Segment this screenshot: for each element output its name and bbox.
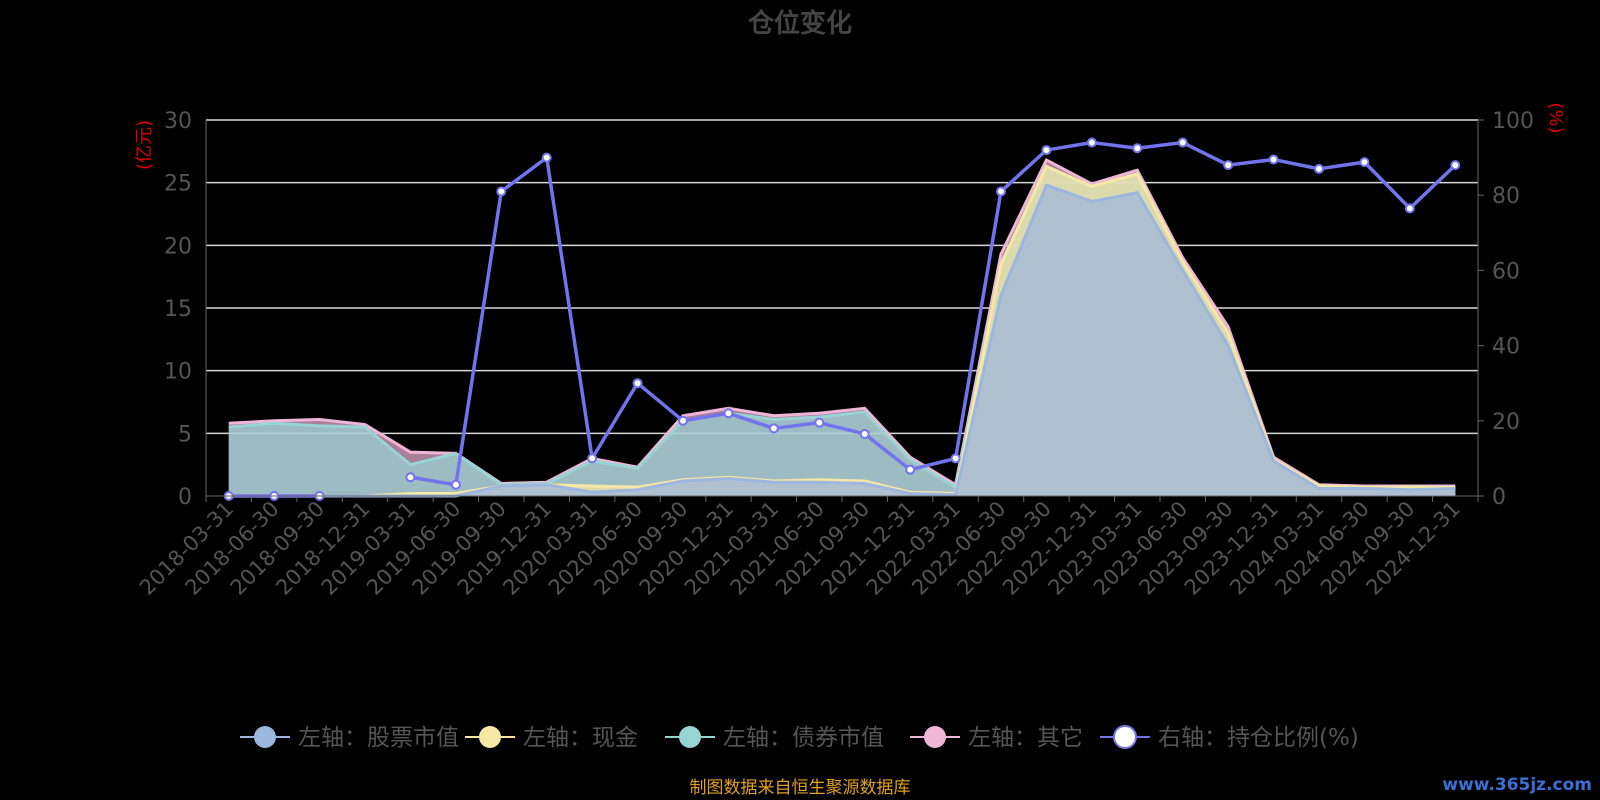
ratio-point [814, 417, 825, 428]
area-0 [228, 185, 1456, 496]
legend[interactable]: 左轴：股票市值 左轴：现金 左轴：债券市值 左轴：其它 右轴：持仓比例(%) [240, 725, 1359, 751]
y-right-tick-label: 0 [1492, 485, 1506, 510]
ratio-point [1086, 137, 1097, 148]
ratio-point [587, 453, 598, 464]
ratio-point [1314, 163, 1324, 174]
ratio-point [450, 479, 461, 490]
ratio-point [1177, 137, 1188, 148]
y-right-tick-label: 40 [1492, 335, 1520, 360]
legend-label: 右轴：持仓比例(%) [1158, 725, 1359, 751]
ratio-point [723, 408, 734, 419]
ratio-point [859, 428, 870, 439]
ratio-point [632, 378, 643, 389]
y-left-tick-label: 10 [164, 360, 192, 385]
legend-label: 左轴：股票市值 [298, 725, 459, 751]
grid-lines [206, 119, 1478, 435]
legend-label: 左轴：现金 [523, 725, 638, 751]
legend-marker [924, 726, 946, 748]
ratio-point [996, 186, 1006, 197]
y-right-tick-label: 100 [1492, 109, 1534, 134]
ratio-point [950, 453, 961, 464]
legend-item-0[interactable]: 左轴：股票市值 [240, 725, 459, 751]
ratio-point [1404, 203, 1415, 214]
y-left-tick-label: 15 [164, 297, 192, 322]
ratio-point [905, 464, 916, 475]
ratio-point [496, 186, 507, 197]
y-right-tick-label: 60 [1492, 259, 1520, 284]
ratio-point [405, 472, 416, 483]
legend-label: 左轴：债券市值 [723, 725, 884, 751]
legend-marker [1113, 725, 1137, 749]
ratio-point [1450, 160, 1461, 171]
legend-marker [479, 726, 501, 748]
legend-item-3[interactable]: 左轴：其它 [910, 725, 1083, 751]
watermark: www.365jz.com [1442, 775, 1592, 795]
y-left-tick-label: 20 [164, 234, 192, 259]
right-axis-unit: (%) [1545, 102, 1566, 133]
ratio-point [1223, 160, 1234, 171]
left-axis-unit: (亿元) [134, 120, 155, 170]
legend-item-4[interactable]: 右轴：持仓比例(%) [1100, 725, 1359, 751]
y-left-tick-label: 25 [164, 172, 192, 197]
ratio-point [678, 415, 688, 426]
source-note: 制图数据来自恒生聚源数据库 [690, 778, 911, 798]
y-left-tick-label: 30 [164, 109, 192, 134]
y-left-tick-label: 0 [178, 485, 192, 510]
legend-marker [679, 726, 701, 748]
y-left-tick-label: 5 [178, 422, 192, 447]
y-right-tick-label: 20 [1492, 410, 1520, 435]
ratio-point [768, 423, 779, 434]
area-line-1 [228, 164, 1456, 498]
legend-marker [254, 726, 276, 748]
y-right-tick-label: 80 [1492, 184, 1520, 209]
legend-item-2[interactable]: 左轴：债券市值 [665, 725, 884, 751]
ratio-point [1132, 143, 1143, 154]
ratio-point [1041, 145, 1052, 156]
legend-item-1[interactable]: 左轴：现金 [465, 725, 638, 751]
ratio-point [541, 152, 552, 163]
legend-label: 左轴：其它 [968, 725, 1083, 751]
stacked-areas [228, 158, 1456, 498]
chart-title: 仓位变化 [747, 8, 852, 39]
ratio-point [1268, 154, 1279, 165]
ratio-point [1359, 157, 1370, 168]
